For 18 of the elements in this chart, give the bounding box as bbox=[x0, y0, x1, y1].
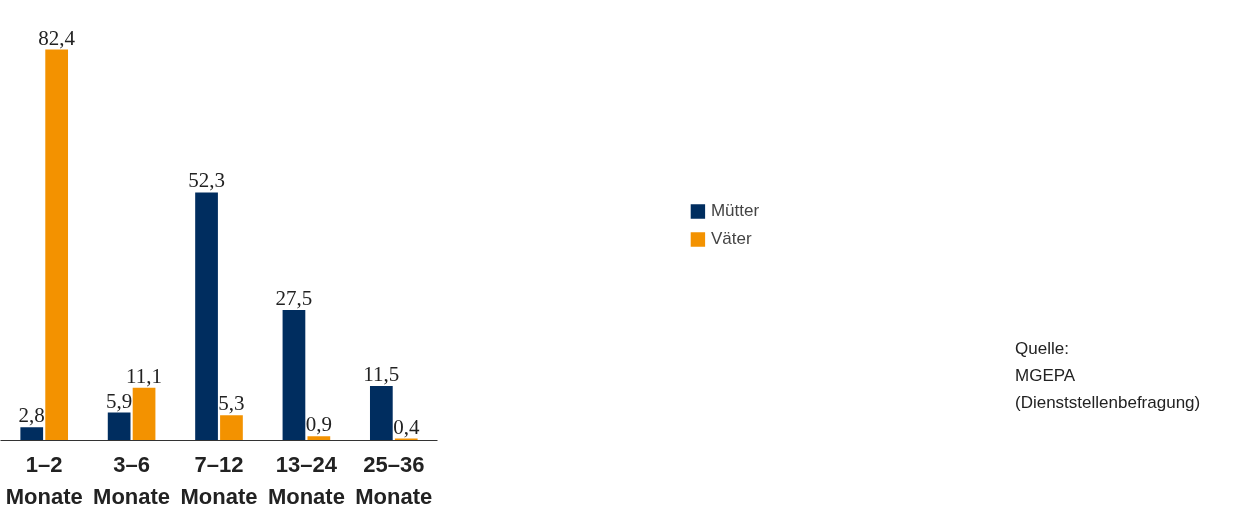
data-label: 27,5 bbox=[275, 286, 313, 311]
x-tick-label: 7–12 Monate bbox=[180, 451, 258, 509]
x-tick-label: 25–36 Monate bbox=[355, 451, 433, 509]
data-label: 11,5 bbox=[363, 361, 400, 386]
x-tick-label: 3–6 Monate bbox=[93, 451, 171, 509]
legend-label: Väter bbox=[710, 229, 752, 249]
source-note: Quelle: MGEPA (Dienststellenbefragung) bbox=[1015, 338, 1201, 415]
data-label: 5,3 bbox=[218, 391, 245, 416]
data-label: 0,4 bbox=[393, 414, 420, 439]
data-label: 2,8 bbox=[18, 403, 45, 428]
x-tick-label: 13–24 Monate bbox=[267, 451, 345, 509]
legend-label: Mütter bbox=[710, 201, 760, 221]
x-tick-label: 1–2 Monate bbox=[5, 451, 83, 509]
data-label: 0,9 bbox=[305, 412, 332, 437]
data-label: 82,4 bbox=[38, 25, 76, 50]
data-label: 11,1 bbox=[126, 363, 163, 388]
data-label: 52,3 bbox=[188, 168, 225, 193]
data-label: 5,9 bbox=[106, 388, 133, 413]
